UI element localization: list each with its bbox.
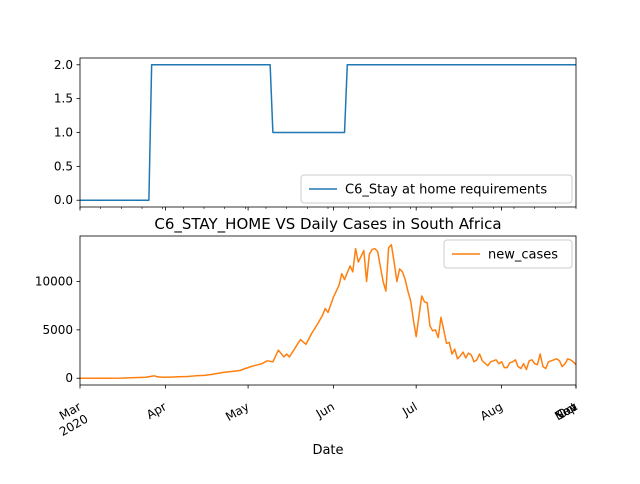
- series-line-new-cases: [80, 243, 577, 379]
- legend-label: new_cases: [488, 248, 558, 263]
- axes-frame: [79, 57, 577, 208]
- y-tick-label: 0.0: [54, 193, 73, 207]
- daily-cases-axes: C6_STAY_HOME VS Daily Cases in South Afr…: [35, 215, 580, 458]
- y-tick-label: 1.5: [54, 92, 73, 106]
- y-tick-label: 5000: [42, 323, 73, 337]
- axes-frame: [79, 235, 577, 386]
- legend-box: [300, 174, 573, 204]
- series-line-stay-home: [80, 64, 576, 201]
- chart-title: C6_STAY_HOME VS Daily Cases in South Afr…: [154, 215, 501, 234]
- y-tick-label: 0.5: [54, 159, 73, 173]
- legend-box: [443, 239, 573, 269]
- y-tick-label: 1.0: [54, 126, 73, 140]
- stay-home-axes: 0.0 0.5 1.0 1.5 2.0 C6_Stay at home requireme…: [54, 57, 577, 211]
- y-tick-label: 2.0: [54, 58, 73, 72]
- legend-label: C6_Stay at home requirements: [345, 183, 547, 198]
- legend: C6_Stay at home requirements: [300, 174, 573, 204]
- y-tick-label: 0: [65, 371, 73, 385]
- x-tick-label: Jul: [399, 399, 419, 419]
- y-tick-label: 10000: [35, 274, 73, 288]
- x-axis-label: Date: [312, 443, 343, 458]
- legend: new_cases: [443, 239, 573, 269]
